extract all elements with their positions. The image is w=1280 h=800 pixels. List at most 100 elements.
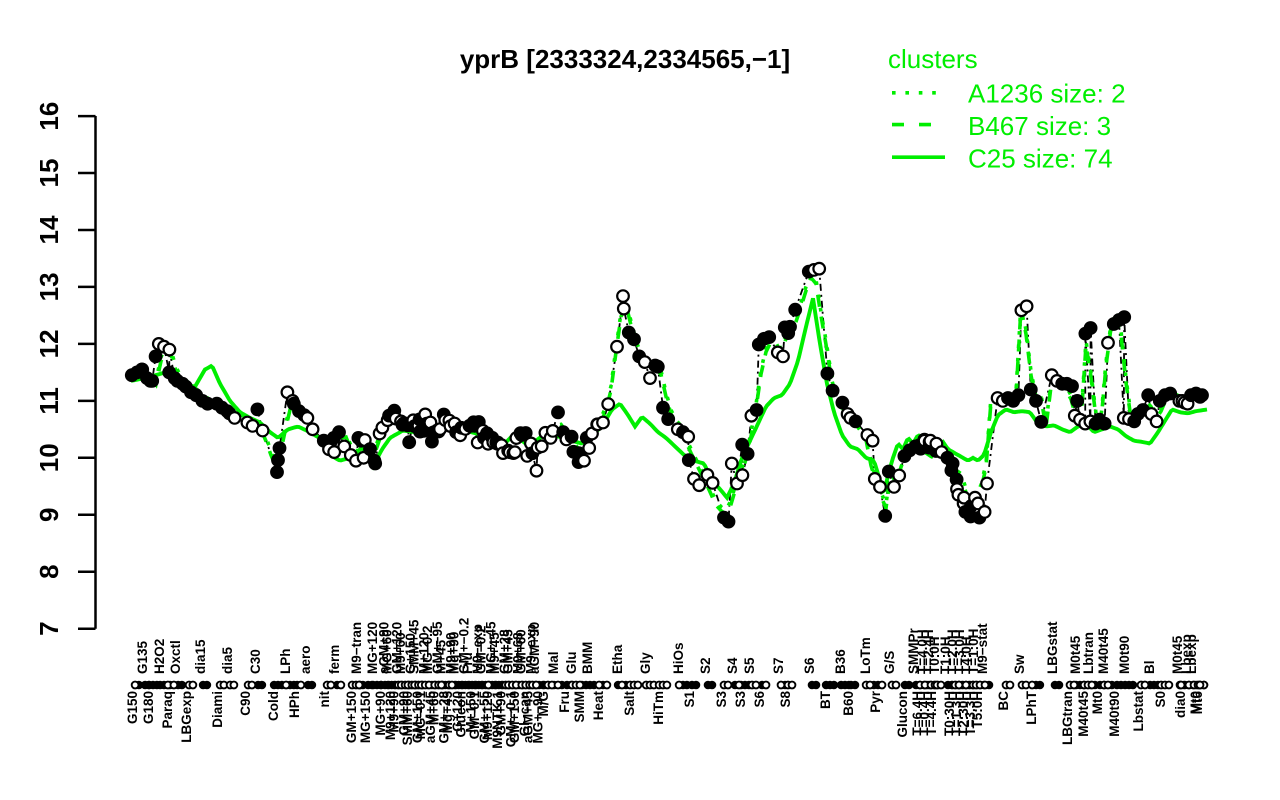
- svg-text:G150: G150: [125, 691, 140, 724]
- svg-text:GM−0.2: GM−0.2: [474, 626, 489, 674]
- svg-text:T=2.0H: T=2.0H: [945, 629, 960, 674]
- svg-text:T=6.4H: T=6.4H: [910, 691, 925, 736]
- svg-text:M+45: M+45: [433, 639, 448, 674]
- svg-text:S2: S2: [698, 657, 713, 674]
- svg-text:M+60: M+60: [427, 691, 442, 725]
- svg-text:SMMPr: SMMPr: [906, 628, 921, 675]
- svg-text:T0:30H: T0:30H: [942, 691, 957, 736]
- svg-text:SMM: SMM: [572, 691, 587, 723]
- svg-text:MG+120: MG+120: [365, 622, 380, 674]
- svg-text:T=4.4H: T=4.4H: [924, 691, 939, 736]
- svg-text:yprB [2333324,2334565,−1]: yprB [2333324,2334565,−1]: [460, 44, 790, 74]
- svg-text:Lbexp: Lbexp: [1179, 634, 1194, 674]
- svg-text:LoTm: LoTm: [858, 637, 873, 674]
- svg-text:T=0.4H: T=0.4H: [917, 691, 932, 736]
- svg-text:T=3.3H: T=3.3H: [963, 691, 978, 736]
- svg-text:9: 9: [34, 508, 64, 522]
- svg-text:S7: S7: [771, 657, 786, 674]
- svg-text:MG+60: MG+60: [380, 629, 395, 674]
- svg-text:16: 16: [34, 102, 64, 131]
- svg-text:Gly: Gly: [638, 652, 653, 674]
- svg-text:B467 size: 3: B467 size: 3: [968, 111, 1111, 141]
- svg-text:BMM: BMM: [580, 642, 595, 674]
- svg-text:M9−stat: M9−stat: [975, 623, 990, 674]
- svg-text:GM+−95: GM+−95: [430, 621, 445, 674]
- svg-text:M40t45: M40t45: [1096, 628, 1111, 674]
- svg-text:S6: S6: [752, 691, 767, 708]
- svg-text:Diami: Diami: [210, 691, 225, 728]
- svg-text:M40t90: M40t90: [1107, 691, 1122, 737]
- svg-text:M9−tran: M9−tran: [349, 622, 364, 674]
- svg-text:T4:0H: T4:0H: [959, 636, 974, 674]
- svg-text:aGM+90: aGM+90: [527, 622, 542, 674]
- svg-text:M9NTK.1: M9NTK.1: [490, 691, 505, 749]
- svg-text:M9+60: M9+60: [393, 632, 408, 674]
- svg-text:Lbtran: Lbtran: [1081, 632, 1096, 674]
- svg-text:GM+−28: GM+−28: [437, 691, 452, 744]
- svg-text:Mg+90: Mg+90: [447, 632, 462, 674]
- svg-text:GM+150: GM+150: [410, 691, 425, 743]
- svg-text:B36: B36: [833, 649, 848, 674]
- svg-text:BT: BT: [818, 690, 833, 709]
- svg-text:LBGexp: LBGexp: [179, 691, 194, 743]
- svg-text:aGM+45: aGM+45: [423, 691, 438, 744]
- svg-text:T5:0H: T5:0H: [970, 691, 985, 729]
- svg-text:S5: S5: [742, 657, 757, 674]
- svg-text:G+120: G+120: [450, 691, 465, 732]
- svg-text:LBGstat: LBGstat: [1045, 621, 1060, 674]
- svg-text:A1236 size: 2: A1236 size: 2: [968, 79, 1126, 109]
- svg-text:M+150: M+150: [463, 691, 478, 733]
- svg-text:MG+−45: MG+−45: [484, 621, 499, 674]
- svg-text:S0: S0: [1153, 691, 1168, 708]
- svg-text:LPhT: LPhT: [1024, 690, 1039, 724]
- svg-text:GM+120: GM+120: [390, 622, 405, 674]
- svg-text:Lbexp: Lbexp: [1184, 634, 1199, 674]
- svg-text:M/G: M/G: [536, 691, 551, 717]
- svg-text:M9+68: M9+68: [510, 632, 525, 674]
- svg-text:GM+60: GM+60: [514, 629, 529, 674]
- svg-text:GM+150: GM+150: [507, 691, 522, 743]
- svg-text:GM+90: GM+90: [494, 691, 509, 736]
- svg-text:Mt0: Mt0: [1188, 691, 1203, 714]
- svg-text:M9+120: M9+120: [480, 691, 495, 740]
- svg-text:S3: S3: [714, 691, 729, 708]
- svg-text:Glucon: Glucon: [895, 691, 910, 738]
- svg-text:G135: G135: [135, 640, 150, 674]
- svg-text:MG−0.2: MG−0.2: [420, 626, 435, 674]
- svg-text:15: 15: [34, 159, 64, 188]
- svg-text:M9−exp: M9−exp: [470, 624, 485, 674]
- svg-text:aero: aero: [298, 645, 313, 674]
- svg-text:aGM+90: aGM+90: [376, 622, 391, 674]
- svg-text:GM+150: GM+150: [344, 691, 359, 743]
- svg-text:Sw: Sw: [1012, 654, 1027, 674]
- svg-text:M9+90: M9+90: [386, 691, 401, 733]
- svg-text:Mg+45: Mg+45: [440, 691, 455, 734]
- svg-text:SMM+60: SMM+60: [400, 691, 415, 745]
- svg-text:T2:30H: T2:30H: [956, 691, 971, 736]
- svg-text:Fru: Fru: [460, 652, 475, 674]
- svg-text:C90: C90: [238, 691, 253, 716]
- svg-text:G+150: G+150: [403, 633, 418, 674]
- svg-text:MG−0.1: MG−0.1: [413, 691, 428, 740]
- svg-text:M0t45: M0t45: [1170, 635, 1185, 674]
- svg-text:GM+−0.2: GM+−0.2: [457, 618, 472, 674]
- svg-text:10: 10: [34, 443, 64, 472]
- svg-text:13: 13: [34, 272, 64, 301]
- svg-text:T=2.4H: T=2.4H: [921, 629, 936, 674]
- svg-text:M40t45: M40t45: [1076, 691, 1091, 737]
- svg-text:Lbstat: Lbstat: [1131, 690, 1146, 731]
- svg-text:ferm: ferm: [327, 645, 342, 674]
- svg-text:G/S: G/S: [882, 651, 897, 674]
- svg-text:Glu: Glu: [564, 652, 579, 675]
- svg-text:GM+90: GM+90: [396, 691, 411, 736]
- svg-text:T1:0H: T1:0H: [938, 636, 953, 674]
- svg-text:MG+90: MG+90: [373, 691, 388, 736]
- svg-text:Paraq: Paraq: [160, 691, 175, 729]
- svg-text:Gl−can: Gl−can: [517, 691, 532, 736]
- svg-text:Glucon: Glucon: [453, 691, 468, 738]
- svg-text:11: 11: [34, 387, 64, 415]
- svg-text:Fru: Fru: [557, 691, 572, 713]
- svg-text:dia15: dia15: [193, 639, 208, 674]
- svg-text:H2O2: H2O2: [152, 639, 167, 674]
- svg-text:C30: C30: [248, 649, 263, 674]
